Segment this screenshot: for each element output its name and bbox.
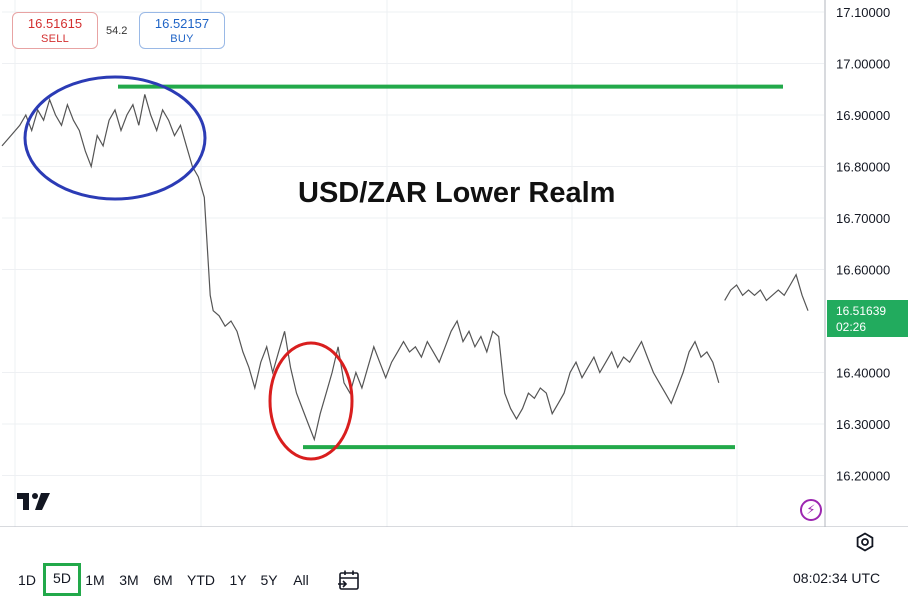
sell-button[interactable]: 16.51615 SELL [12,12,98,49]
y-tick-label: 16.30000 [836,417,890,432]
price-series-line [1,94,720,442]
y-tick-label: 17.10000 [836,5,890,20]
range-button-1y[interactable]: 1Y [229,572,247,588]
range-button-ytd[interactable]: YTD [187,572,215,588]
calendar-goto-icon[interactable] [337,569,361,591]
settings-gear-icon[interactable] [855,532,875,552]
price-chart[interactable]: 17.10000 17.00000 16.90000 16.80000 16.70000… [0,0,908,527]
y-tick-label: 16.90000 [836,108,890,123]
utc-clock[interactable]: 08:02:34 UTC [793,570,881,586]
range-button-5y[interactable]: 5Y [260,572,278,588]
spread-value: 54.2 [106,25,128,37]
range-button-6m[interactable]: 6M [153,572,173,588]
y-tick-label: 16.20000 [836,469,890,484]
y-tick-label: 17.00000 [836,57,890,72]
y-tick-label: 16.70000 [836,211,890,226]
bar-countdown: 02:26 [836,320,867,334]
buy-button[interactable]: 16.52157 BUY [139,12,225,49]
chart-area[interactable]: 17.10000 17.00000 16.90000 16.80000 16.70000… [0,0,908,527]
top-highlight-ellipse [23,75,207,201]
last-price-value: 16.51639 [836,304,887,318]
last-price-tag: 16.51639 02:26 [827,300,908,337]
range-button-5d[interactable]: 5D [43,563,81,596]
buy-label: BUY [170,33,194,45]
price-series-line [724,273,809,311]
y-tick-label: 16.40000 [836,366,890,381]
tradingview-logo-icon [17,493,50,510]
buy-price: 16.52157 [154,16,210,31]
sell-label: SELL [40,33,70,45]
y-tick-label: 16.60000 [836,263,890,278]
range-button-3m[interactable]: 3M [119,572,139,588]
chart-title: USD/ZAR Lower Realm [298,177,616,209]
y-tick-label: 16.80000 [836,160,890,175]
sell-price: 16.51615 [27,16,83,31]
bottom-highlight-ellipse [268,341,354,461]
lightning-icon[interactable]: ⚡ [800,499,822,521]
range-button-1d[interactable]: 1D [18,572,36,588]
range-button-1m[interactable]: 1M [85,572,105,588]
range-button-all[interactable]: All [293,572,309,588]
